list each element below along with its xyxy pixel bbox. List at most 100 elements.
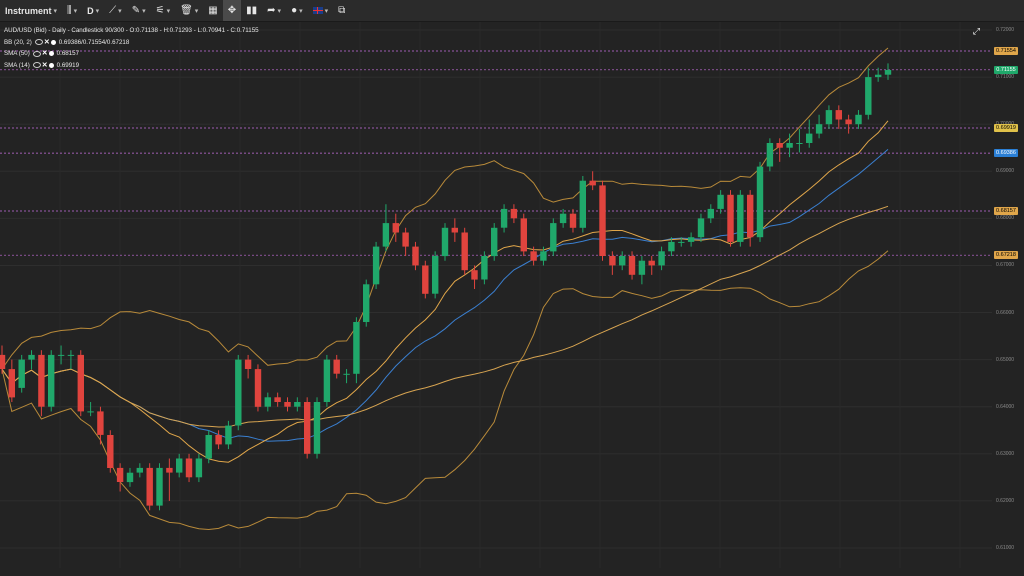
candle-body	[766, 143, 774, 167]
candle-body	[294, 402, 301, 407]
candle-body	[235, 359, 242, 426]
candle-body	[146, 467, 153, 506]
pencil-icon: ✎	[131, 5, 141, 16]
crosshair-icon: ✥	[227, 5, 237, 16]
popout-icon: ⧉	[338, 5, 346, 16]
candle-body	[57, 354, 65, 356]
legend-sma50-name: SMA (50)	[4, 50, 30, 57]
price-level-label: 0.68157	[994, 206, 1018, 215]
candle-body	[579, 180, 586, 228]
drawing-tools-dropdown[interactable]: ✎ ▾	[127, 0, 151, 21]
legend-bb: BB (20, 2) ✕ 0.69386/0.71554/0.67218	[4, 37, 259, 49]
candle-body	[264, 397, 271, 407]
share-icon: ➦	[267, 5, 276, 16]
axis-tick-label: 0.64000	[996, 403, 1015, 410]
candle-body	[510, 208, 518, 219]
candle-body	[77, 354, 84, 412]
candle-body	[658, 251, 665, 266]
indicator-icon: ⚟	[155, 5, 165, 16]
bar-chart-icon: ▮▮	[246, 5, 258, 16]
price-level-label: 0.67218	[994, 251, 1018, 260]
indicators-dropdown[interactable]: ⚟ ▾	[151, 0, 175, 21]
candle-body	[363, 284, 370, 322]
axis-tick-label: 0.61000	[996, 545, 1015, 551]
candle-body	[254, 369, 262, 407]
candle-body	[747, 194, 754, 238]
candle-body	[402, 232, 409, 247]
axis-tick-label: 0.67000	[996, 262, 1015, 269]
candle-body	[136, 467, 143, 473]
axis-tick-label: 0.66000	[996, 309, 1015, 316]
candle-body	[48, 354, 55, 407]
candle-body	[806, 133, 813, 143]
candle-body	[796, 143, 803, 144]
chevron-down-icon: ▾	[53, 7, 58, 15]
candle-body	[668, 241, 675, 252]
line-tools-dropdown[interactable]: ⟋ ▾	[104, 0, 127, 21]
candle-body	[451, 227, 458, 233]
axis-tick-label: 0.68000	[996, 215, 1015, 222]
layout-button[interactable]: ▦	[203, 0, 222, 21]
language-dropdown[interactable]: ▾	[308, 0, 334, 21]
gear-icon[interactable]	[48, 62, 54, 68]
eye-icon[interactable]	[34, 39, 43, 46]
close-icon[interactable]: ✕	[41, 61, 48, 69]
candle-body	[323, 359, 331, 402]
share-dropdown[interactable]: ➦ ▾	[262, 0, 286, 21]
candle-body	[156, 467, 163, 506]
close-icon[interactable]: ✕	[43, 38, 50, 46]
candle-body	[599, 185, 606, 256]
trash-icon: 🗑︎	[180, 5, 193, 16]
candle-body	[815, 124, 823, 134]
instrument-dropdown[interactable]: Instrument ▾	[0, 0, 62, 21]
theme-dropdown[interactable]: ● ▾	[286, 0, 308, 21]
crosshair-button[interactable]: ✥	[222, 0, 242, 21]
legend-sma14-name: SMA (14)	[4, 61, 30, 69]
fullscreen-icon[interactable]: ⤢	[972, 26, 980, 36]
popout-button[interactable]: ⧉	[333, 0, 350, 21]
candle-body	[855, 114, 862, 125]
gear-icon[interactable]	[50, 39, 56, 45]
candle-body	[343, 373, 350, 375]
candle-body	[491, 227, 498, 257]
bollinger-upper-line	[1, 47, 889, 370]
eye-icon[interactable]	[32, 50, 41, 57]
candle-body	[875, 74, 882, 78]
legend-bb-values: 0.69386/0.71554/0.67218	[58, 38, 130, 46]
eye-icon[interactable]	[32, 62, 41, 69]
candle-body	[176, 458, 183, 473]
chart-type-dropdown[interactable]: ⫼ ▾	[62, 0, 82, 21]
chevron-down-icon: ▾	[73, 7, 78, 15]
candle-body	[382, 223, 390, 247]
candle-body	[884, 70, 892, 75]
interval-dropdown[interactable]: D ▾	[82, 0, 104, 21]
axis-tick-label: 0.71000	[996, 74, 1015, 81]
delete-dropdown[interactable]: 🗑︎ ▾	[175, 0, 203, 21]
chart-legend: AUD/USD (Bid) - Daily - Candlestick 90/3…	[4, 25, 259, 71]
candle-body	[737, 194, 744, 242]
candle-body	[628, 256, 636, 275]
legend-main: AUD/USD (Bid) - Daily - Candlestick 90/3…	[4, 25, 259, 37]
candle-body	[215, 435, 222, 445]
trendline-icon: ⟋	[109, 5, 117, 16]
candle-body	[18, 359, 25, 388]
gear-icon[interactable]	[48, 51, 54, 57]
legend-sma14-value: 0.69919	[56, 61, 80, 69]
candle-body	[116, 467, 124, 482]
candle-body	[530, 251, 537, 261]
candle-body	[67, 354, 75, 356]
candle-body	[638, 260, 646, 275]
candle-body	[648, 260, 655, 266]
close-icon[interactable]: ✕	[41, 50, 48, 57]
price-level-label: 0.71155	[994, 65, 1018, 74]
toolbar: Instrument ▾ ⫼ ▾ D ▾ ⟋ ▾ ✎ ▾ ⚟ ▾ 🗑︎ ▾ ▦ …	[0, 0, 1024, 22]
candle-body	[441, 227, 449, 257]
chart-area[interactable]	[0, 22, 1024, 576]
chevron-down-icon: ▾	[118, 7, 122, 15]
candle-body	[845, 119, 852, 125]
candle-body	[225, 425, 232, 445]
candle-body	[97, 411, 104, 435]
volume-button[interactable]: ▮▮	[241, 0, 262, 21]
candle-body	[87, 411, 94, 413]
